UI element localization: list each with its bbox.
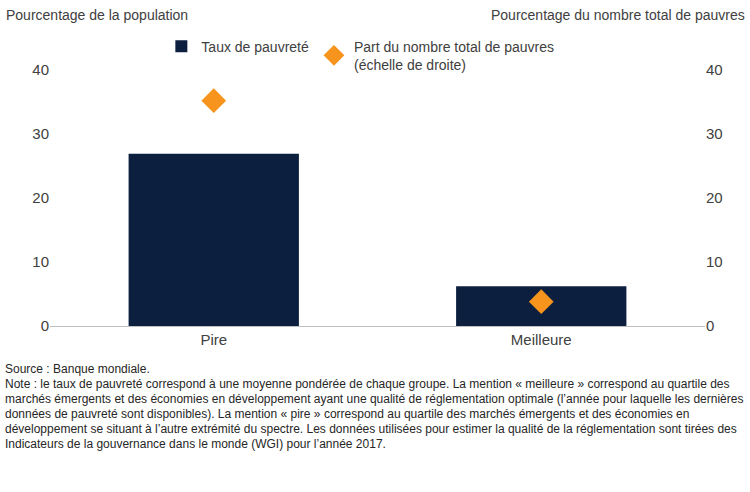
svg-text:20: 20 [32, 189, 49, 206]
html-text:Source : Banque mondiale.: Source : Banque mondiale. [5, 362, 150, 376]
svg-text:30: 30 [706, 125, 723, 142]
svg-text:10: 10 [32, 253, 49, 270]
svg-text:Pourcentage du nombre total de: Pourcentage du nombre total de pauvres [491, 7, 745, 23]
svg-text:Taux de pauvreté: Taux de pauvreté [201, 39, 309, 55]
svg-text:Part du nombre total de pauvre: Part du nombre total de pauvres(échelle … [354, 39, 554, 73]
svg-text:0: 0 [41, 317, 49, 334]
svg-text:0: 0 [706, 317, 714, 334]
svg-text:40: 40 [706, 61, 723, 78]
svg-text:20: 20 [706, 189, 723, 206]
html-text:Note : le taux de pauvreté cor: Note : le taux de pauvreté correspond à … [5, 377, 744, 451]
svg-text:30: 30 [32, 125, 49, 142]
svg-text:40: 40 [32, 61, 49, 78]
svg-text:10: 10 [706, 253, 723, 270]
svg-text:Meilleure: Meilleure [511, 331, 572, 348]
svg-text:Pourcentage de la population: Pourcentage de la population [6, 7, 188, 23]
svg-text:Pire: Pire [200, 331, 227, 348]
